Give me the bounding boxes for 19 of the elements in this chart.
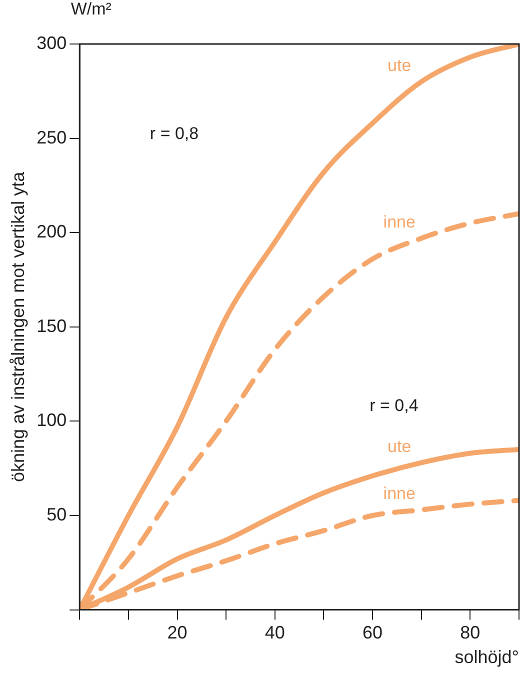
x-tick-label: 40 — [264, 622, 285, 643]
x-tick-label: 20 — [167, 622, 188, 643]
y-tick-label: 100 — [36, 410, 67, 430]
y-tick-label: 200 — [36, 222, 67, 242]
y-tick-label: 50 — [46, 504, 67, 524]
y-tick-label: 150 — [36, 316, 67, 336]
series-label: inne — [383, 212, 416, 232]
y-tick-label: 300 — [36, 32, 67, 53]
series-label: ute — [388, 56, 412, 75]
annotation: r = 0,8 — [150, 124, 199, 144]
y-tick-label: 250 — [36, 127, 67, 148]
x-tick-label: 80 — [460, 622, 480, 643]
series-label: ute — [388, 436, 412, 456]
x-axis-title: solhöjd° — [454, 647, 519, 668]
annotation: r = 0,4 — [370, 396, 418, 415]
text: W/m² — [70, 0, 112, 19]
series-label: inne — [383, 484, 416, 504]
y-axis-title: ökning av instrålningen mot vertikal yta — [8, 170, 28, 482]
x-tick-label: 60 — [362, 622, 383, 643]
